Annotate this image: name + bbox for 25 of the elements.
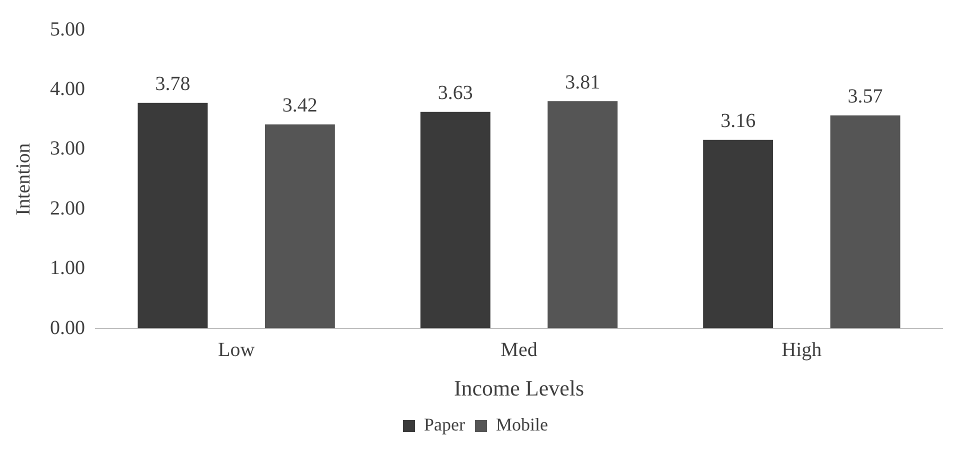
data-label: 3.57: [848, 86, 883, 108]
data-label: 3.63: [438, 82, 473, 104]
bar: [548, 101, 618, 328]
y-tick-label: 5.00: [50, 18, 85, 40]
data-label: 3.78: [155, 73, 190, 96]
x-axis-title: Income Levels: [454, 376, 584, 401]
y-tick-label: 1.00: [50, 257, 85, 280]
bar: [420, 112, 490, 328]
x-tick-label: Low: [218, 338, 256, 361]
bar: [264, 124, 335, 328]
x-tick-label: Med: [500, 338, 538, 361]
y-axis-title: Intention: [12, 143, 34, 216]
x-tick-label: High: [782, 338, 822, 361]
data-label: 3.16: [720, 110, 756, 132]
legend-label: Paper: [424, 414, 465, 435]
y-tick-label: 0.00: [50, 316, 85, 339]
y-tick-label: 2.00: [50, 197, 85, 220]
bar: [138, 102, 208, 328]
data-label: 3.42: [282, 94, 318, 117]
y-tick-label: 4.00: [50, 78, 85, 100]
y-tick-label: 3.00: [50, 138, 85, 160]
data-label: 3.81: [565, 71, 600, 94]
legend-label: Mobile: [496, 414, 548, 435]
bar: [830, 115, 900, 328]
bar: [703, 140, 774, 328]
